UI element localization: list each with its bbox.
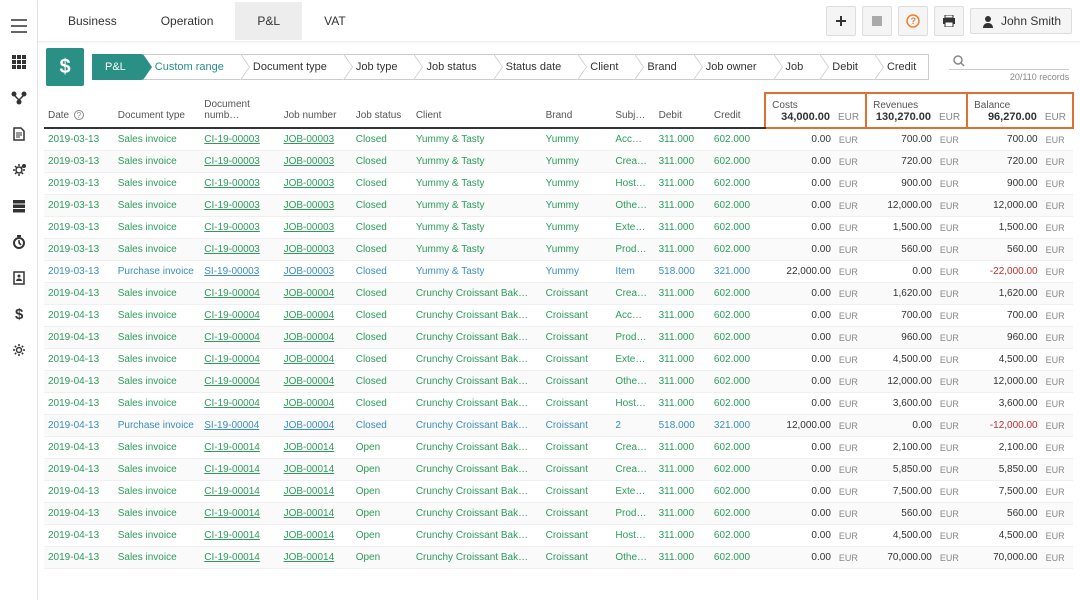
table-row[interactable]: 2019-04-13Sales invoiceCI-19-00004JOB-00… [44, 349, 1073, 371]
svg-text:?: ? [910, 16, 916, 26]
record-count: 20/110 records [949, 72, 1069, 82]
table-row[interactable]: 2019-03-13Sales invoiceCI-19-00003JOB-00… [44, 239, 1073, 261]
col-jobstatus[interactable]: Job status [352, 93, 412, 128]
flow-icon[interactable] [0, 80, 38, 116]
table-row[interactable]: 2019-04-13Sales invoiceCI-19-00014JOB-00… [44, 503, 1073, 525]
filter-chip-p-l[interactable]: P&L [92, 54, 142, 80]
col-brand[interactable]: Brand [542, 93, 612, 128]
gear-icon[interactable] [0, 152, 38, 188]
table-row[interactable]: 2019-03-13Sales invoiceCI-19-00003JOB-00… [44, 151, 1073, 173]
table-wrap: Date ? Document type Document numb… Job … [38, 92, 1080, 600]
sidebar: $ [0, 0, 38, 600]
filter-chips: P&LCustom rangeDocument typeJob typeJob … [92, 54, 937, 80]
user-menu[interactable]: John Smith [970, 8, 1072, 34]
summary-revenues: Revenues 130,270.00EUR [866, 93, 967, 128]
col-subj[interactable]: Subj… [611, 93, 654, 128]
top-tab-vat[interactable]: VAT [302, 2, 368, 40]
table-row[interactable]: 2019-04-13Purchase invoiceSI-19-00004JOB… [44, 415, 1073, 437]
filter-chip-job-owner[interactable]: Job owner [693, 54, 773, 80]
summary-balance: Balance 96,270.00EUR [967, 93, 1073, 128]
table-row[interactable]: 2019-03-13Sales invoiceCI-19-00003JOB-00… [44, 173, 1073, 195]
table-row[interactable]: 2019-04-13Sales invoiceCI-19-00004JOB-00… [44, 393, 1073, 415]
col-debit[interactable]: Debit [655, 93, 710, 128]
table-row[interactable]: 2019-04-13Sales invoiceCI-19-00004JOB-00… [44, 327, 1073, 349]
table-row[interactable]: 2019-03-13Sales invoiceCI-19-00003JOB-00… [44, 195, 1073, 217]
add-button[interactable] [826, 6, 856, 36]
contact-icon[interactable] [0, 260, 38, 296]
search-icon [953, 55, 965, 67]
table-row[interactable]: 2019-04-13Sales invoiceCI-19-00014JOB-00… [44, 481, 1073, 503]
top-tab-operation[interactable]: Operation [139, 2, 236, 40]
main-area: BusinessOperationP&LVAT ? John Smith $ P… [38, 0, 1080, 600]
filter-chip-document-type[interactable]: Document type [240, 54, 343, 80]
grid-icon[interactable] [0, 44, 38, 80]
user-icon [981, 14, 995, 28]
search-input[interactable] [949, 53, 1069, 70]
filter-chip-job-type[interactable]: Job type [343, 54, 414, 80]
dollar-icon[interactable]: $ [0, 296, 38, 332]
filter-chip-job-status[interactable]: Job status [413, 54, 492, 80]
filter-chip-custom-range[interactable]: Custom range [142, 54, 240, 80]
col-jobnum[interactable]: Job number [280, 93, 352, 128]
print-button[interactable] [934, 6, 964, 36]
top-tab-pl[interactable]: P&L [235, 2, 302, 40]
help-button[interactable]: ? [898, 6, 928, 36]
table-row[interactable]: 2019-04-13Sales invoiceCI-19-00014JOB-00… [44, 525, 1073, 547]
summary-costs: Costs 34,000.00EUR [765, 93, 866, 128]
col-doctype[interactable]: Document type [114, 93, 201, 128]
table-row[interactable]: 2019-04-13Sales invoiceCI-19-00004JOB-00… [44, 305, 1073, 327]
table-row[interactable]: 2019-03-13Purchase invoiceSI-19-00003JOB… [44, 261, 1073, 283]
module-badge: $ [46, 48, 84, 86]
table-row[interactable]: 2019-04-13Sales invoiceCI-19-00014JOB-00… [44, 547, 1073, 569]
col-credit[interactable]: Credit [710, 93, 765, 128]
table-row[interactable]: 2019-04-13Sales invoiceCI-19-00004JOB-00… [44, 283, 1073, 305]
table-row[interactable]: 2019-03-13Sales invoiceCI-19-00003JOB-00… [44, 128, 1073, 151]
table-row[interactable]: 2019-04-13Sales invoiceCI-19-00014JOB-00… [44, 437, 1073, 459]
server-icon[interactable] [0, 188, 38, 224]
table-row[interactable]: 2019-04-13Sales invoiceCI-19-00004JOB-00… [44, 371, 1073, 393]
timer-icon[interactable] [0, 224, 38, 260]
menu-icon[interactable] [0, 8, 38, 44]
topbar: BusinessOperationP&LVAT ? John Smith [38, 0, 1080, 42]
settings-icon[interactable] [0, 332, 38, 368]
help-icon[interactable]: ? [74, 110, 84, 120]
table-row[interactable]: 2019-03-13Sales invoiceCI-19-00003JOB-00… [44, 217, 1073, 239]
filter-chip-status-date[interactable]: Status date [493, 54, 578, 80]
col-client[interactable]: Client [412, 93, 542, 128]
col-docnum[interactable]: Document numb… [200, 93, 279, 128]
user-name: John Smith [1001, 14, 1061, 28]
svg-text:$: $ [15, 306, 24, 322]
top-tabs: BusinessOperationP&LVAT [46, 2, 368, 40]
document-icon[interactable] [0, 116, 38, 152]
table-row[interactable]: 2019-04-13Sales invoiceCI-19-00014JOB-00… [44, 459, 1073, 481]
note-button[interactable] [862, 6, 892, 36]
data-table: Date ? Document type Document numb… Job … [44, 92, 1074, 569]
filter-bar: $ P&LCustom rangeDocument typeJob typeJo… [38, 42, 1080, 92]
col-date[interactable]: Date ? [44, 93, 114, 128]
top-tab-business[interactable]: Business [46, 2, 139, 40]
